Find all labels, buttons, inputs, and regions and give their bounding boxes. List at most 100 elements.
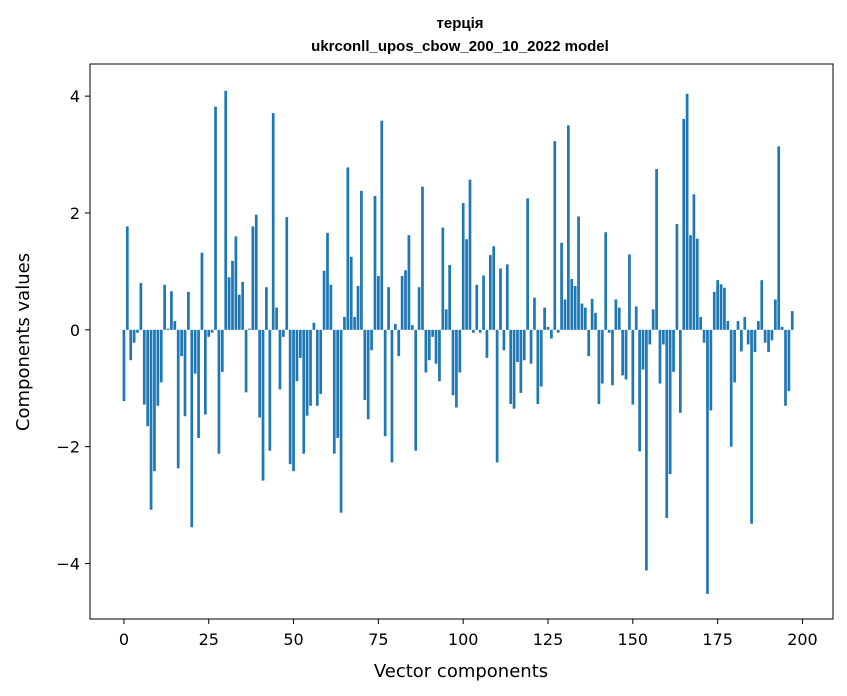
bar-82 [400,276,404,330]
bar-131 [567,125,570,330]
bar-173 [709,329,713,411]
bars-group [122,90,794,594]
bar-98 [455,329,458,408]
bar-74 [373,196,377,330]
bar-151 [634,306,638,330]
bar-183 [743,316,747,330]
bar-135 [580,303,584,330]
bar-197 [790,311,794,330]
bar-125 [546,326,550,330]
bar-127 [553,141,557,330]
bar-149 [628,254,631,330]
bar-102 [468,179,472,330]
x-tick-label: 100 [448,630,479,649]
bar-111 [499,268,502,330]
bar-120 [529,329,533,364]
bar-154 [645,329,648,571]
bar-194 [780,326,784,330]
bar-46 [278,329,282,390]
bar-188 [760,280,764,330]
bar-15 [173,321,177,330]
bar-56 [312,322,316,330]
bar-71 [363,329,367,400]
bar-184 [746,329,750,345]
bar-67 [349,256,353,330]
bar-39 [254,214,258,330]
bar-34 [237,294,241,330]
bar-112 [502,329,506,351]
bar-62 [332,329,336,454]
bar-164 [678,329,682,413]
bar-193 [777,146,781,330]
bar-2 [129,329,133,361]
y-tick-label: −2 [56,438,80,457]
bar-16 [176,329,180,469]
bar-1 [125,226,129,330]
bar-170 [699,316,703,330]
bar-180 [733,329,736,383]
bar-134 [577,216,580,330]
chart-title-line2: ukrconll_upos_cbow_200_10_2022 model [311,38,609,55]
bar-70 [360,190,363,330]
bar-43 [268,329,272,451]
bar-61 [329,284,333,330]
y-tick-label: −4 [56,555,80,574]
bar-146 [617,307,621,330]
y-axis-ticks: −4 −2 0 2 4 [56,87,90,574]
bar-90 [427,329,431,361]
bar-186 [753,329,757,353]
bar-14 [170,291,173,330]
bar-5 [139,283,143,330]
bar-191 [770,329,774,341]
x-tick-label: 25 [199,630,219,649]
bar-66 [346,167,350,330]
bar-97 [451,329,455,396]
bar-9 [153,329,156,472]
bar-38 [251,226,255,330]
bar-28 [217,329,221,454]
bar-24 [203,329,207,415]
bar-130 [563,299,567,330]
bar-117 [519,329,523,393]
bar-8 [149,329,153,510]
bar-63 [336,329,340,438]
bar-41 [261,329,265,481]
bar-88 [421,186,424,330]
bar-166 [685,93,689,330]
bar-27 [214,106,217,330]
bar-181 [736,321,740,330]
bar-68 [353,316,356,330]
bar-75 [377,276,380,330]
bar-79 [390,329,394,463]
bar-19 [187,291,190,330]
bar-157 [655,169,658,330]
bar-103 [472,329,475,333]
bar-161 [668,329,672,475]
x-tick-label: 75 [368,630,388,649]
chart-title-line1: терція [437,15,484,32]
bar-115 [512,329,516,409]
bar-73 [370,329,373,351]
bar-108 [488,255,492,330]
bar-92 [434,329,438,364]
bar-138 [590,298,594,330]
bar-36 [244,329,248,393]
bar-159 [662,329,665,345]
bar-165 [682,118,686,330]
bar-145 [614,299,618,330]
bar-109 [492,246,496,330]
bar-129 [560,242,563,330]
bar-78 [387,287,390,330]
bar-17 [180,329,183,357]
y-tick-label: 4 [70,87,80,106]
bar-22 [197,329,200,438]
bar-84 [407,235,411,330]
bar-30 [224,90,228,330]
bar-124 [543,307,546,330]
x-tick-label: 50 [283,630,303,649]
bar-23 [200,252,204,330]
bar-110 [495,329,499,463]
x-axis-ticks: 0 25 50 75 100 125 150 175 200 [119,619,818,649]
bar-175 [716,280,719,330]
bar-60 [326,232,329,330]
